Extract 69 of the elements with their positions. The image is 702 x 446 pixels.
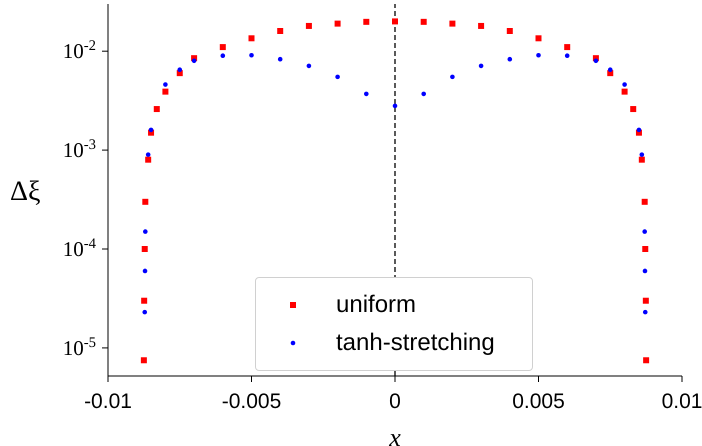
point xyxy=(140,357,147,364)
point xyxy=(278,56,282,62)
point xyxy=(642,268,648,274)
y-tick-label: 10$^{-3}$ xyxy=(62,137,96,162)
point xyxy=(594,58,598,64)
point xyxy=(220,44,226,50)
point xyxy=(478,64,484,68)
point xyxy=(638,156,645,163)
point xyxy=(536,35,542,42)
point xyxy=(642,198,648,205)
point xyxy=(642,246,648,252)
point xyxy=(630,106,636,112)
point xyxy=(392,104,398,108)
point xyxy=(148,128,154,132)
point xyxy=(220,53,226,58)
y-tick-label: 10$^{-5}$ xyxy=(62,334,96,360)
point xyxy=(536,52,541,58)
point xyxy=(249,52,254,58)
x-tick-label: -0.01 xyxy=(84,390,132,413)
point xyxy=(392,18,398,24)
point xyxy=(142,268,148,274)
point xyxy=(642,229,647,234)
point xyxy=(564,53,570,58)
x-axis-title: x xyxy=(388,423,402,446)
point xyxy=(335,74,340,80)
point xyxy=(642,310,648,314)
x-tick-label: 0.005 xyxy=(512,390,565,413)
point xyxy=(622,88,628,95)
point xyxy=(163,82,168,87)
point xyxy=(450,74,455,80)
point xyxy=(636,128,642,132)
point xyxy=(506,28,513,34)
point xyxy=(142,246,148,252)
y-tick-label: 10$^{-4}$ xyxy=(62,236,97,262)
point xyxy=(192,58,196,64)
point xyxy=(248,35,254,42)
x-tick-label: 0.01 xyxy=(662,390,702,413)
point xyxy=(143,229,148,234)
point xyxy=(142,310,148,314)
legend-label: uniform xyxy=(336,291,416,319)
point xyxy=(640,152,644,157)
point xyxy=(449,20,456,27)
point xyxy=(608,67,613,72)
point xyxy=(478,22,484,29)
point xyxy=(306,64,312,68)
point xyxy=(142,198,148,205)
point xyxy=(162,88,168,95)
point xyxy=(363,18,370,25)
y-axis-title: Δξ xyxy=(10,176,40,207)
point xyxy=(622,82,627,87)
point xyxy=(642,298,649,304)
point xyxy=(141,298,148,304)
legend-label: tanh-stretching xyxy=(336,329,495,357)
point xyxy=(146,152,150,157)
point xyxy=(306,22,312,29)
point xyxy=(420,18,427,25)
x-tick-label: -0.005 xyxy=(222,390,282,413)
point xyxy=(154,106,160,112)
point xyxy=(364,92,369,96)
point xyxy=(277,28,284,34)
point xyxy=(508,56,512,62)
point xyxy=(421,92,426,96)
point xyxy=(564,44,570,50)
y-tick-label: 10$^{-2}$ xyxy=(62,38,96,64)
point xyxy=(643,357,650,364)
x-tick-label: 0 xyxy=(389,390,401,413)
point xyxy=(334,20,341,27)
point xyxy=(145,156,152,163)
point xyxy=(177,67,182,72)
